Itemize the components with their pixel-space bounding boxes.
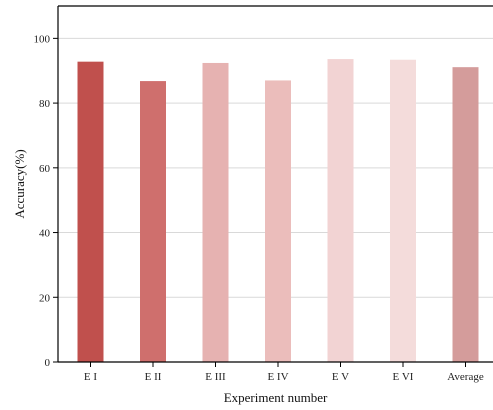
bar	[390, 59, 416, 363]
y-axis-ticks: 0 20 40 60 80 100	[34, 33, 58, 369]
bars	[77, 59, 479, 363]
x-tick-label: E VI	[393, 371, 414, 383]
y-tick-label: 80	[39, 98, 51, 110]
bar	[202, 62, 229, 363]
x-tick-label: Average	[447, 371, 484, 383]
x-axis-title: Experiment number	[224, 390, 328, 405]
x-tick-label: E II	[145, 371, 162, 383]
y-tick-label: 20	[39, 292, 51, 304]
x-tick-label: E I	[84, 371, 97, 383]
x-tick-label: E IV	[267, 371, 288, 383]
y-axis-title: Accuracy(%)	[12, 149, 27, 218]
y-tick-label: 0	[45, 357, 51, 369]
x-tick-label: E III	[205, 371, 226, 383]
bar	[327, 59, 354, 363]
y-tick-label: 100	[34, 33, 51, 45]
y-tick-label: 40	[39, 228, 51, 240]
bar	[140, 81, 166, 363]
bar	[77, 61, 104, 362]
bar	[265, 80, 291, 362]
bar	[452, 67, 479, 363]
x-tick-label: E V	[332, 371, 349, 383]
x-axis-ticks: E I E II E III E IV E V E VI Average	[84, 362, 484, 383]
axes	[57, 5, 493, 363]
y-tick-label: 60	[39, 163, 51, 175]
